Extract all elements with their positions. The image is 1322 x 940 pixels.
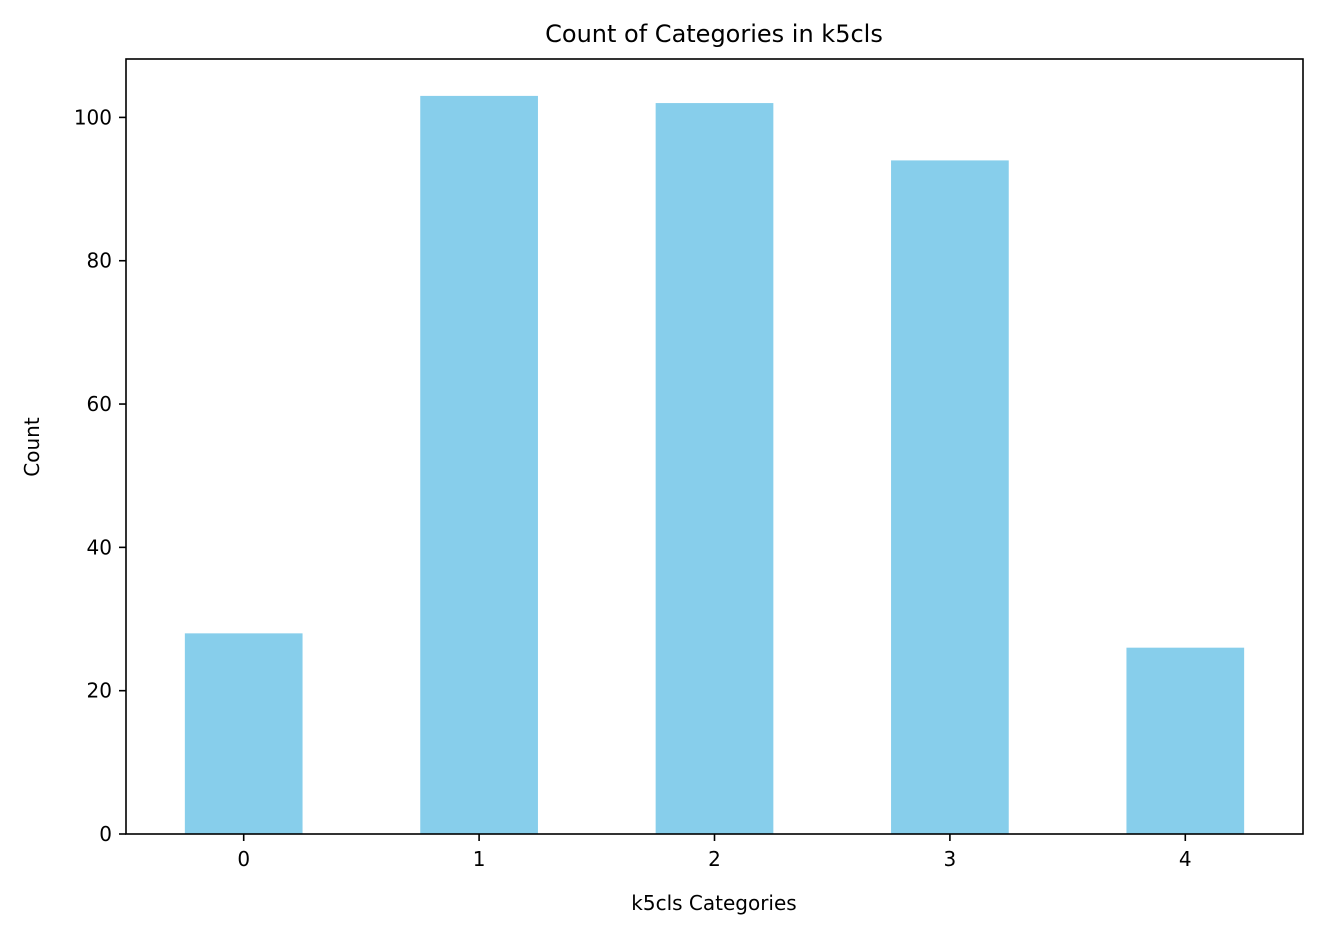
- y-tick-label: 0: [99, 822, 112, 846]
- plot-frame: [125, 58, 1304, 835]
- x-tick-label: 4: [1179, 847, 1192, 871]
- x-axis-title: k5cls Categories: [631, 891, 796, 915]
- x-tick-label: 0: [237, 847, 250, 871]
- y-axis-title: Count: [20, 417, 44, 477]
- x-tick-label: 1: [473, 847, 486, 871]
- bar-0: [184, 633, 303, 834]
- y-tick-label: 60: [87, 392, 112, 416]
- y-axis-ticks: 0 20 40 60 80 100: [74, 105, 126, 846]
- y-tick-label: 40: [87, 535, 112, 559]
- y-tick-label: 100: [74, 105, 112, 129]
- chart-title: Count of Categories in k5cls: [545, 20, 883, 48]
- bar-2: [655, 103, 774, 834]
- bar-4: [1126, 647, 1245, 834]
- y-tick-label: 20: [87, 679, 112, 703]
- bars-group: [184, 95, 1245, 834]
- x-tick-label: 3: [944, 847, 957, 871]
- y-tick-label: 80: [87, 249, 112, 273]
- x-axis-ticks: 0 1 2 3 4: [237, 834, 1192, 871]
- bar-3: [891, 160, 1009, 834]
- x-tick-label: 2: [708, 847, 721, 871]
- bar-1: [420, 95, 538, 834]
